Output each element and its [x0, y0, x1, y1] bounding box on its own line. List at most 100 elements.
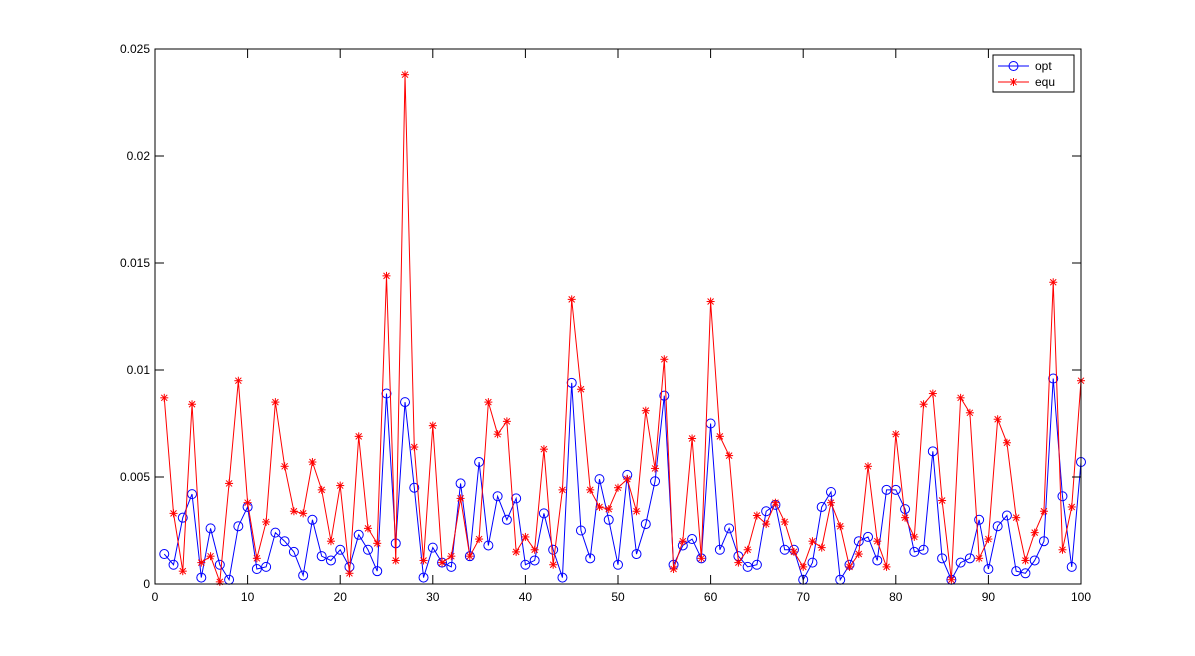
- data-point-equ: [363, 524, 372, 533]
- data-point-opt: [307, 514, 318, 525]
- data-point-equ: [475, 535, 484, 544]
- data-point-opt: [751, 559, 762, 570]
- data-point-opt: [724, 523, 735, 534]
- data-point-equ: [465, 552, 474, 561]
- data-point-opt: [1066, 561, 1077, 572]
- data-point-equ: [864, 462, 873, 471]
- data-point-equ: [188, 400, 197, 409]
- data-point-equ: [447, 552, 456, 561]
- data-point-equ: [549, 560, 558, 569]
- y-tick-label: 0.025: [120, 42, 150, 56]
- data-point-equ: [539, 445, 548, 454]
- data-point-equ: [206, 552, 215, 561]
- x-tick-label: 80: [889, 590, 903, 604]
- data-point-equ: [604, 505, 613, 514]
- data-point-equ: [1002, 438, 1011, 447]
- data-point-equ: [280, 462, 289, 471]
- data-point-equ: [1049, 278, 1058, 287]
- data-point-opt: [205, 523, 216, 534]
- x-tick-label: 60: [704, 590, 718, 604]
- data-point-equ: [956, 393, 965, 402]
- legend-item-opt: opt: [998, 59, 1052, 73]
- data-point-opt: [353, 529, 364, 540]
- data-point-opt: [335, 544, 346, 555]
- legend: opt equ: [992, 54, 1075, 93]
- data-point-equ: [752, 511, 761, 520]
- data-point-opt: [909, 546, 920, 557]
- data-point-equ: [919, 400, 928, 409]
- data-point-opt: [409, 482, 420, 493]
- data-point-equ: [1021, 556, 1030, 565]
- data-point-equ: [799, 562, 808, 571]
- data-point-equ: [1012, 513, 1021, 522]
- data-point-equ: [651, 464, 660, 473]
- data-point-equ: [484, 398, 493, 407]
- series-equ: [160, 70, 1085, 586]
- data-point-equ: [401, 70, 410, 79]
- data-point-opt: [964, 553, 975, 564]
- data-point-opt: [400, 397, 411, 408]
- data-point-opt: [853, 536, 864, 547]
- series-line-equ: [163, 74, 1082, 583]
- data-point-equ: [614, 483, 622, 492]
- data-point-opt: [1057, 491, 1068, 502]
- data-point-equ: [410, 443, 419, 452]
- data-point-opt: [538, 508, 549, 519]
- y-tick-label: 0: [143, 577, 150, 591]
- data-point-opt: [714, 544, 725, 555]
- data-point-equ: [595, 502, 604, 511]
- data-point-equ: [678, 537, 687, 546]
- data-point-opt: [640, 519, 651, 530]
- data-point-equ: [734, 558, 743, 567]
- data-point-equ: [512, 547, 521, 556]
- data-point-equ: [688, 434, 697, 443]
- data-point-opt: [279, 536, 290, 547]
- data-point-equ: [706, 297, 715, 306]
- data-point-opt: [427, 542, 438, 553]
- data-point-opt: [1038, 536, 1049, 547]
- data-point-equ: [428, 421, 437, 430]
- series-opt: [159, 373, 1086, 585]
- series-layer: [159, 70, 1086, 586]
- data-point-opt: [214, 559, 225, 570]
- data-point-equ: [521, 532, 530, 541]
- data-point-opt: [742, 561, 753, 572]
- legend-item-equ: equ: [998, 75, 1055, 89]
- legend-label: equ: [1035, 75, 1055, 89]
- data-point-equ: [1058, 545, 1067, 554]
- data-point-equ: [345, 569, 354, 578]
- data-point-equ: [197, 558, 206, 567]
- data-point-equ: [1039, 507, 1048, 516]
- data-point-opt: [807, 557, 818, 568]
- data-point-equ: [715, 432, 724, 441]
- data-point-equ: [558, 485, 567, 494]
- data-point-opt: [955, 557, 966, 568]
- data-point-equ: [938, 496, 947, 505]
- data-point-equ: [854, 550, 863, 559]
- data-point-equ: [493, 430, 502, 439]
- data-point-equ: [234, 376, 243, 385]
- data-point-opt: [548, 544, 559, 555]
- x-tick-label: 40: [519, 590, 533, 604]
- data-point-opt: [520, 559, 531, 570]
- data-point-equ: [289, 507, 298, 516]
- data-point-opt: [890, 484, 901, 495]
- data-point-opt: [177, 512, 188, 523]
- data-point-equ: [725, 451, 734, 460]
- data-point-opt: [511, 493, 522, 504]
- data-point-equ: [984, 535, 993, 544]
- data-point-equ: [836, 522, 845, 531]
- data-point-opt: [501, 514, 512, 525]
- data-point-equ: [947, 575, 956, 584]
- data-point-opt: [316, 551, 327, 562]
- legend-label: opt: [1035, 59, 1052, 73]
- data-point-equ: [789, 547, 798, 556]
- data-point-equ: [252, 554, 261, 563]
- y-tick-label: 0.015: [120, 256, 150, 270]
- data-point-opt: [687, 534, 698, 545]
- x-tick-label: 50: [611, 590, 625, 604]
- data-point-opt: [650, 476, 661, 487]
- data-point-opt: [474, 457, 485, 468]
- x-tick-label: 10: [241, 590, 255, 604]
- data-point-opt: [261, 561, 272, 572]
